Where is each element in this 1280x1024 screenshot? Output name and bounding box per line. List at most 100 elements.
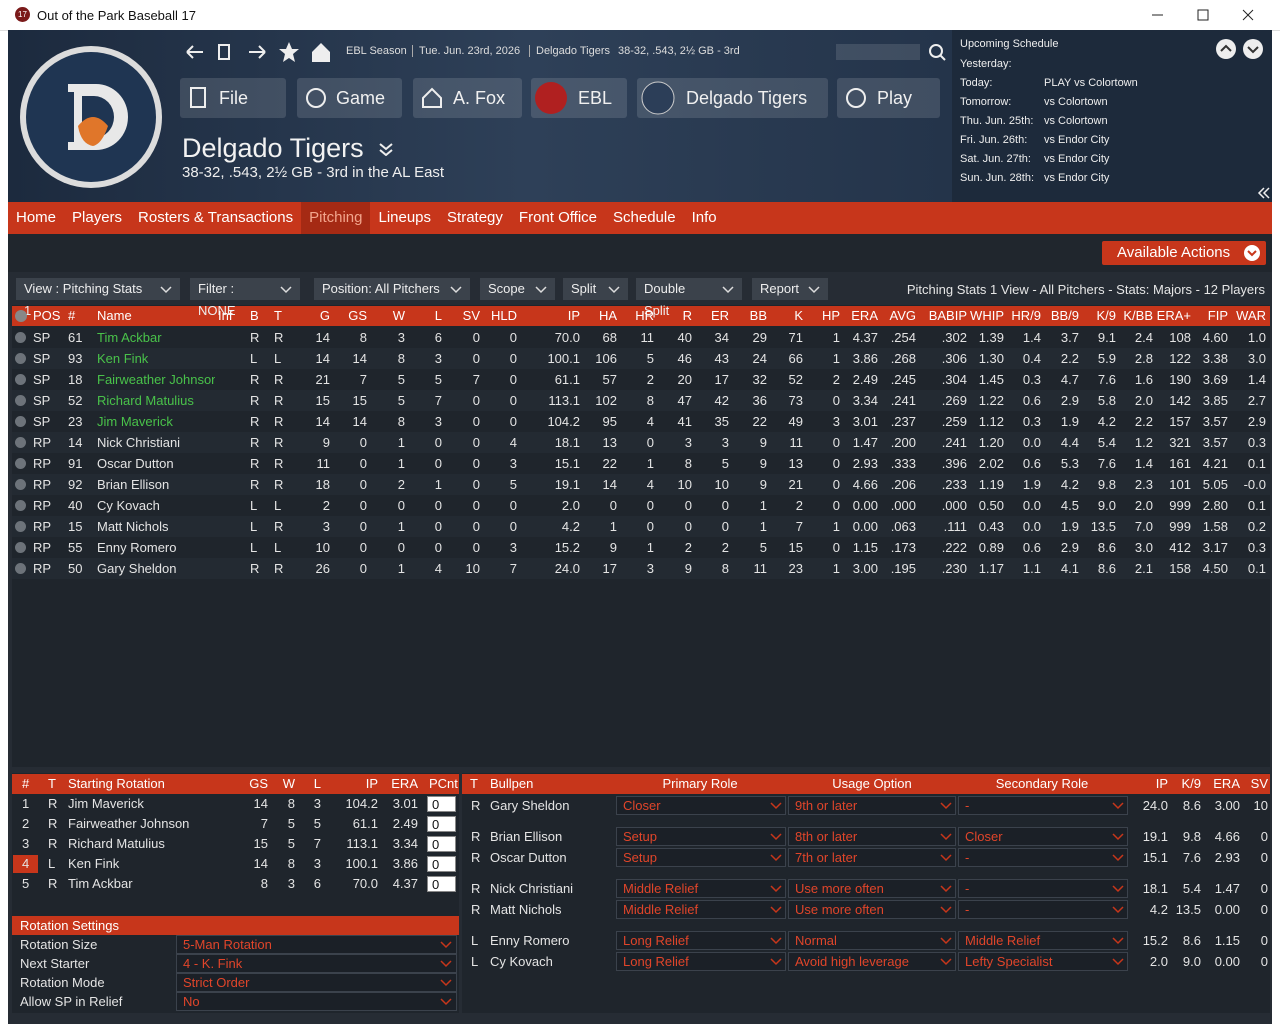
setting-select[interactable]: Strict Order <box>176 973 457 992</box>
table-row[interactable] <box>12 390 1270 411</box>
setting-select[interactable]: 4 - K. Fink <box>176 954 457 973</box>
row-select-dot[interactable] <box>15 500 26 511</box>
column-header[interactable]: HR <box>635 308 654 323</box>
player-name[interactable]: Fairweather Johnson <box>97 372 215 387</box>
table-row[interactable] <box>12 474 1270 495</box>
player-name[interactable]: Oscar Dutton <box>490 850 567 865</box>
role-select[interactable]: Setup <box>616 826 786 846</box>
table-row[interactable] <box>12 516 1270 537</box>
player-name[interactable]: Richard Matulius <box>97 393 194 408</box>
nav-tab[interactable]: Home <box>16 209 57 226</box>
column-header[interactable]: POS <box>33 308 61 323</box>
row-select-dot[interactable] <box>15 416 26 427</box>
table-row[interactable] <box>12 327 1270 348</box>
row-select-dot[interactable] <box>15 353 26 364</box>
player-name[interactable]: Richard Matulius <box>68 836 165 851</box>
setting-select[interactable]: 5-Man Rotation <box>176 935 457 954</box>
column-header[interactable]: G <box>319 308 330 323</box>
collapse-icon[interactable] <box>1257 186 1271 200</box>
toolbar-dropdown[interactable]: Filter : NONE <box>190 278 300 318</box>
column-header[interactable]: # <box>68 308 76 323</box>
player-name[interactable]: Nick Christiani <box>490 880 574 896</box>
nav-tab[interactable]: Rosters & Transactions <box>138 209 294 226</box>
column-header[interactable]: HA <box>598 308 617 323</box>
row-select-dot[interactable] <box>15 479 26 490</box>
nav-tab[interactable]: Schedule <box>613 209 676 226</box>
breadcrumb-date[interactable]: Tue. Jun. 23rd, 2026 <box>412 45 520 57</box>
table-row[interactable] <box>12 369 1270 390</box>
player-name[interactable]: Matt Nichols <box>97 519 169 534</box>
window-controls[interactable] <box>1140 0 1270 30</box>
player-name[interactable]: Ken Fink <box>68 856 120 871</box>
player-name[interactable]: Tim Ackbar <box>97 330 162 345</box>
column-header[interactable]: HP <box>821 308 840 323</box>
table-row[interactable] <box>12 348 1270 369</box>
column-header[interactable]: Name <box>97 308 132 323</box>
row-select-dot[interactable] <box>15 458 26 469</box>
role-select[interactable]: 9th or later <box>788 796 956 815</box>
column-header[interactable]: K <box>794 308 803 323</box>
table-row[interactable] <box>12 537 1270 558</box>
nav-tab[interactable]: Players <box>72 209 123 226</box>
column-header[interactable]: ER <box>710 308 729 323</box>
row-select-dot[interactable] <box>15 563 26 574</box>
column-header[interactable]: W <box>392 308 405 323</box>
role-select[interactable]: Use more often <box>788 878 956 898</box>
team-menu-chevron[interactable] <box>378 142 394 156</box>
game-button[interactable]: Game <box>297 78 402 118</box>
schedule-game[interactable]: vs Endor City <box>1044 172 1110 184</box>
column-header[interactable]: BB <box>749 308 767 323</box>
row-select-dot[interactable] <box>15 332 26 343</box>
role-select[interactable]: Setup <box>616 848 786 867</box>
pitch-count-input[interactable]: 0 <box>427 816 456 832</box>
breadcrumb-team[interactable]: Delgado Tigers <box>529 45 610 57</box>
player-name[interactable]: Cy Kovach <box>97 498 160 513</box>
column-header[interactable]: BB/9 <box>1050 308 1079 323</box>
column-header[interactable]: K/9 <box>1096 308 1116 323</box>
role-select[interactable]: Lefty Specialist <box>958 952 1128 971</box>
player-name[interactable]: Matt Nichols <box>490 902 562 917</box>
pitch-count-input[interactable]: 0 <box>427 796 456 812</box>
column-header[interactable]: ERA <box>851 308 878 323</box>
nav-tab[interactable]: Lineups <box>378 209 432 226</box>
row-select-dot[interactable] <box>15 395 26 406</box>
player-name[interactable]: Oscar Dutton <box>97 456 174 471</box>
schedule-game[interactable]: vs Endor City <box>1044 153 1110 165</box>
role-select[interactable]: - <box>958 796 1128 815</box>
nav-tab[interactable]: Info <box>691 209 717 226</box>
file-button[interactable]: File <box>180 78 286 118</box>
role-select[interactable]: Normal <box>788 930 956 950</box>
role-select[interactable]: 7th or later <box>788 848 956 867</box>
nav-tab[interactable]: Strategy <box>447 209 503 226</box>
column-header[interactable]: ERA+ <box>1156 308 1191 323</box>
toolbar-dropdown[interactable]: Report <box>752 278 828 300</box>
quick-nav-icons[interactable] <box>183 40 333 64</box>
player-name[interactable]: Tim Ackbar <box>68 876 133 891</box>
toolbar-dropdown[interactable]: Split <box>563 278 628 300</box>
manager-button[interactable]: A. Fox <box>413 78 522 118</box>
player-name[interactable]: Brian Ellison <box>490 828 563 844</box>
toolbar-dropdown[interactable]: Position: All Pitchers <box>314 278 470 300</box>
search-icon[interactable] <box>927 42 947 62</box>
role-select[interactable]: Avoid high leverage <box>788 952 956 971</box>
player-name[interactable]: Gary Sheldon <box>97 561 177 576</box>
table-row[interactable] <box>12 411 1270 432</box>
player-name[interactable]: Gary Sheldon <box>490 798 570 813</box>
table-row[interactable] <box>12 432 1270 453</box>
column-header[interactable]: Inf <box>218 308 233 323</box>
table-row[interactable] <box>12 453 1270 474</box>
nav-tab[interactable]: Pitching <box>301 202 371 234</box>
breadcrumb-season[interactable]: EBL Season <box>346 45 407 57</box>
column-header[interactable]: L <box>434 308 442 323</box>
available-actions-button[interactable]: Available Actions <box>1102 241 1266 265</box>
schedule-game[interactable]: vs Endor City <box>1044 134 1110 146</box>
table-row[interactable] <box>12 495 1270 516</box>
column-header[interactable]: B <box>250 308 259 323</box>
column-header[interactable]: SV <box>462 308 480 323</box>
row-select-dot[interactable] <box>15 521 26 532</box>
column-header[interactable]: R <box>682 308 692 323</box>
row-select-dot[interactable] <box>15 374 26 385</box>
column-header[interactable]: FIP <box>1207 308 1228 323</box>
column-header[interactable]: IP <box>567 308 580 323</box>
row-select-dot[interactable] <box>15 437 26 448</box>
